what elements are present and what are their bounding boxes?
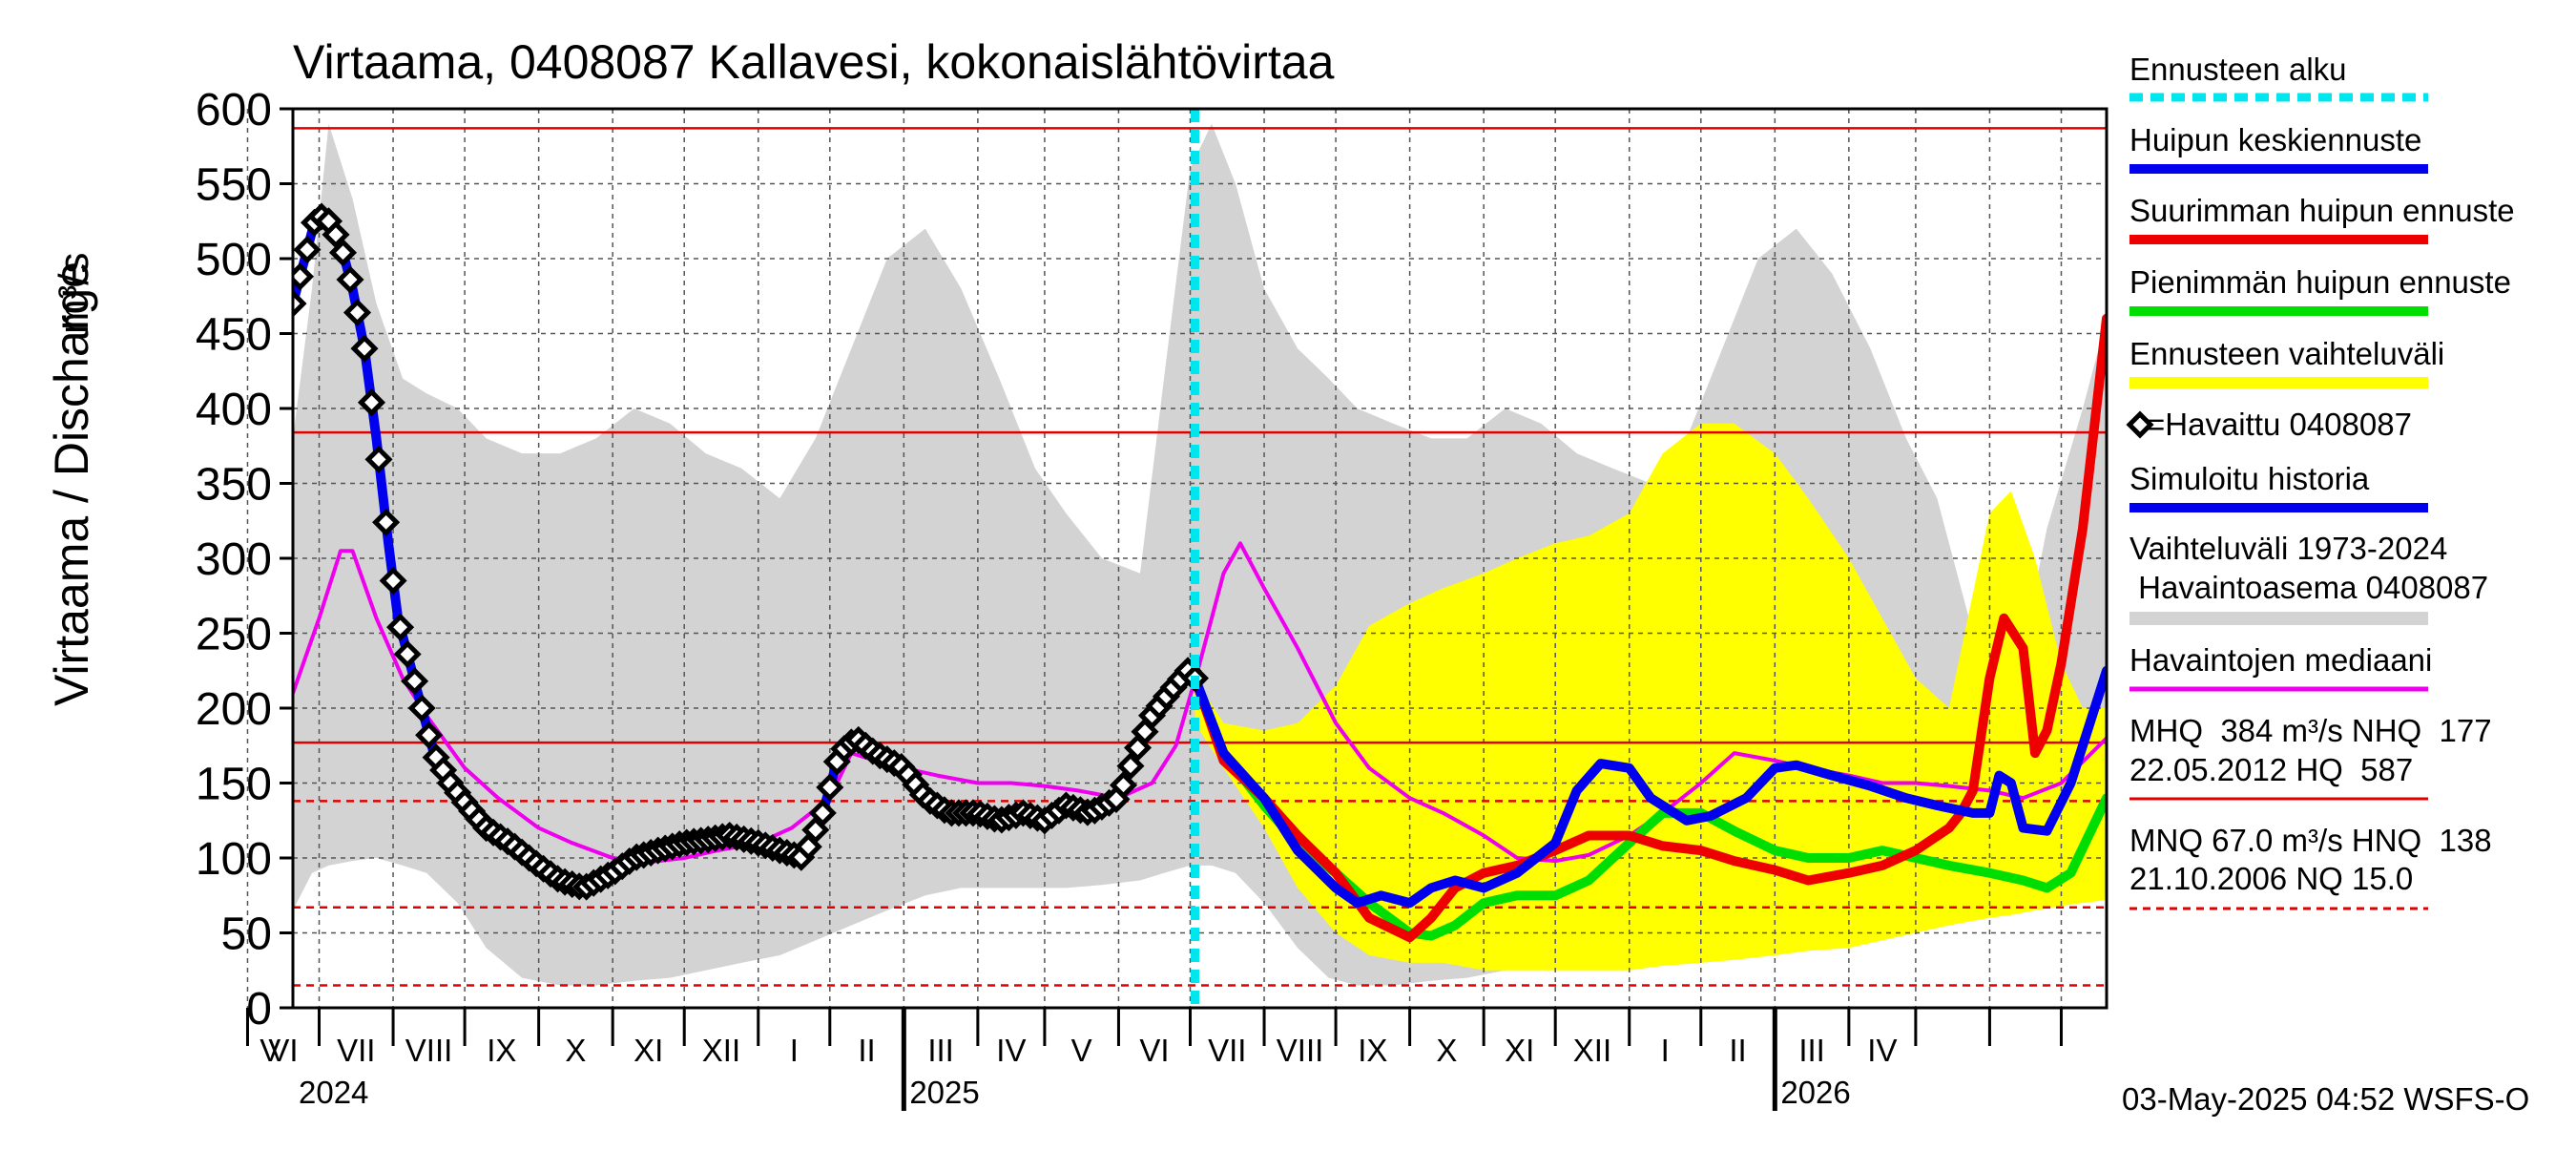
observed-point	[357, 388, 386, 417]
year-label: 2026	[1780, 1075, 1850, 1110]
y-tick-label: 100	[196, 834, 272, 885]
month-label: X	[565, 1033, 586, 1068]
legend-stats-line-1: MHQ 384 m³/s NHQ 177	[2129, 713, 2492, 748]
y-axis-label: Virtaama / Discharge	[45, 261, 98, 706]
month-label: II	[1729, 1033, 1746, 1068]
max-peak-forecast-line	[1190, 313, 2107, 943]
y-tick-label: 400	[196, 385, 272, 435]
y-tick-label: 450	[196, 310, 272, 361]
observed-point	[293, 236, 322, 264]
observed-point	[816, 773, 844, 802]
month-label: VI	[1139, 1033, 1169, 1068]
legend-forecast-start-label: Ennusteen alku	[2129, 52, 2347, 87]
y-tick-label: 250	[196, 610, 272, 660]
y-tick-label: 550	[196, 160, 272, 211]
observed-point	[379, 566, 407, 596]
legend-stats-line-4: 21.10.2006 NQ 15.0	[2129, 861, 2413, 896]
observed-point	[372, 508, 401, 536]
reference-lines	[293, 127, 2107, 987]
observed-point	[328, 239, 358, 267]
month-label: VI	[268, 1033, 298, 1068]
y-tick-label: 50	[221, 910, 272, 960]
observed-point	[808, 799, 837, 827]
month-label: XII	[1573, 1033, 1611, 1068]
forecast-range-band	[1195, 423, 2107, 971]
observed-point	[393, 639, 422, 669]
observed-point	[401, 667, 429, 696]
y-tick-label: 200	[196, 684, 272, 735]
month-label: V	[1071, 1033, 1092, 1068]
month-label: III	[1798, 1033, 1825, 1068]
x-axis: VVI VII VIII IX X XI XII I II III IV V VI VII VIII IX X X…	[245, 1008, 2063, 1111]
legend-observed-label: =Havaittu 0408087	[2147, 407, 2412, 442]
month-label: I	[1661, 1033, 1670, 1068]
legend-hist-range-label-1: Vaihteluväli 1973-2024	[2129, 531, 2447, 566]
legend-observed-marker	[2126, 410, 2154, 439]
legend-max-peak-label: Suurimman huipun ennuste	[2129, 193, 2515, 228]
month-label: IX	[487, 1033, 516, 1068]
month-label: VII	[1208, 1033, 1246, 1068]
month-label: I	[790, 1033, 799, 1068]
y-tick-label: 600	[196, 85, 272, 136]
y-tick-label: 300	[196, 534, 272, 585]
observed-point	[350, 334, 379, 363]
legend-median-label: Havaintojen mediaani	[2129, 642, 2432, 678]
legend-min-peak-label: Pienimmän huipun ennuste	[2129, 264, 2511, 300]
month-label: X	[1436, 1033, 1457, 1068]
y-tick-label: 0	[246, 984, 272, 1035]
legend-stats-line-2: 22.05.2012 HQ 587	[2129, 752, 2413, 787]
observed-markers	[293, 202, 1210, 901]
month-label: V	[260, 1033, 280, 1068]
month-label: IX	[1358, 1033, 1387, 1068]
observed-point	[322, 220, 350, 249]
chart-title: Virtaama, 0408087 Kallavesi, kokonaisläh…	[293, 35, 1335, 89]
month-label: II	[858, 1033, 875, 1068]
y-tick-label: 500	[196, 235, 272, 285]
month-label: IV	[1867, 1033, 1897, 1068]
observed-point	[1109, 771, 1138, 800]
legend-stats-line-3: MNQ 67.0 m³/s HNQ 138	[2129, 823, 2492, 858]
y-axis: 0 50 100 150 200 250 300 350 400 450 500 550 600	[196, 85, 293, 1035]
footer-timestamp: 03-May-2025 04:52 WSFS-O	[2122, 1081, 2529, 1117]
month-label: VIII	[405, 1033, 453, 1068]
month-label: III	[927, 1033, 954, 1068]
observed-point	[364, 445, 393, 473]
median-line	[293, 541, 2107, 865]
observed-point	[293, 289, 307, 318]
observed-point	[293, 262, 315, 291]
legend: Ennusteen alku Huipun keskiennuste Suuri…	[2126, 52, 2515, 910]
month-label: IV	[996, 1033, 1026, 1068]
legend-simulated-label: Simuloitu historia	[2129, 461, 2370, 496]
mean-peak-forecast-line	[1190, 665, 2107, 909]
month-label: VII	[337, 1033, 375, 1068]
month-label: XI	[634, 1033, 663, 1068]
legend-forecast-range-label: Ennusteen vaihteluväli	[2129, 336, 2444, 371]
legend-mean-peak-label: Huipun keskiennuste	[2129, 122, 2421, 157]
range-bands	[293, 123, 2107, 986]
observed-point	[343, 298, 372, 327]
year-label: 2024	[299, 1075, 368, 1110]
legend-hist-range-label-2: Havaintoasema 0408087	[2129, 570, 2488, 605]
year-label: 2025	[909, 1075, 979, 1110]
y-tick-label: 350	[196, 460, 272, 511]
observed-point	[415, 721, 444, 749]
y-tick-label: 150	[196, 760, 272, 810]
observed-point	[386, 613, 415, 641]
month-label: XI	[1505, 1033, 1534, 1068]
month-label: XII	[702, 1033, 740, 1068]
y-axis-unit: m³/s	[51, 252, 97, 334]
observed-point	[1116, 752, 1145, 781]
observed-point	[407, 694, 436, 722]
observed-point	[336, 265, 364, 294]
month-label: VIII	[1277, 1033, 1324, 1068]
